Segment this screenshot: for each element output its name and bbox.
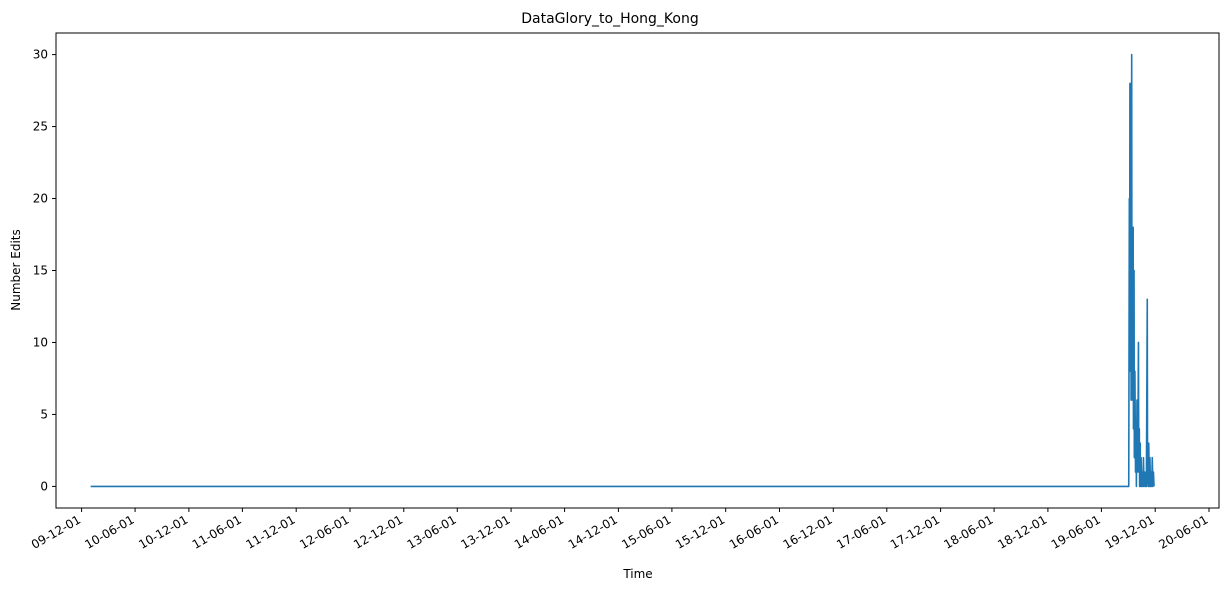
y-tick-label: 25 (33, 120, 48, 134)
x-tick-label: 19-06-01 (1049, 512, 1103, 551)
x-tick-label: 11-12-01 (244, 512, 298, 551)
plot-area (90, 53, 1155, 488)
x-tick-label: 14-12-01 (566, 512, 620, 551)
plot-frame (55, 32, 1220, 509)
x-tick-label: 13-12-01 (458, 512, 512, 551)
y-tick-label: 30 (33, 48, 48, 62)
x-tick-label: 14-06-01 (512, 512, 566, 551)
x-tick-label: 11-06-01 (190, 512, 244, 551)
x-tick-label: 09-12-01 (29, 512, 83, 551)
y-tick-label: 20 (33, 192, 48, 206)
series-line (90, 53, 1155, 488)
y-tick-label: 0 (40, 479, 48, 493)
x-axis-label: Time (622, 567, 652, 581)
y-axis: 0 5 10 15 20 25 30 (33, 48, 56, 493)
y-tick-label: 10 (33, 335, 48, 349)
x-tick-label: 18-12-01 (995, 512, 1049, 551)
y-axis-label: Number Edits (9, 229, 23, 311)
x-axis: 09-12-01 10-06-01 10-12-01 11-06-01 11-12-01… (29, 508, 1211, 552)
x-tick-label: 19-12-01 (1103, 512, 1157, 551)
y-tick-label: 5 (40, 407, 48, 421)
x-tick-label: 10-06-01 (82, 512, 136, 551)
y-tick-label: 15 (33, 264, 48, 278)
x-tick-label: 13-06-01 (405, 512, 459, 551)
x-tick-label: 12-12-01 (351, 512, 405, 551)
x-tick-label: 18-06-01 (941, 512, 995, 551)
chart-title: DataGlory_to_Hong_Kong (521, 11, 699, 27)
x-tick-label: 17-06-01 (834, 512, 888, 551)
x-tick-label: 20-06-01 (1156, 512, 1210, 551)
x-tick-label: 10-12-01 (136, 512, 190, 551)
x-tick-label: 15-12-01 (673, 512, 727, 551)
x-tick-label: 17-12-01 (888, 512, 942, 551)
x-tick-label: 15-06-01 (619, 512, 673, 551)
x-tick-label: 12-06-01 (297, 512, 351, 551)
x-tick-label: 16-06-01 (727, 512, 781, 551)
x-tick-label: 16-12-01 (781, 512, 835, 551)
